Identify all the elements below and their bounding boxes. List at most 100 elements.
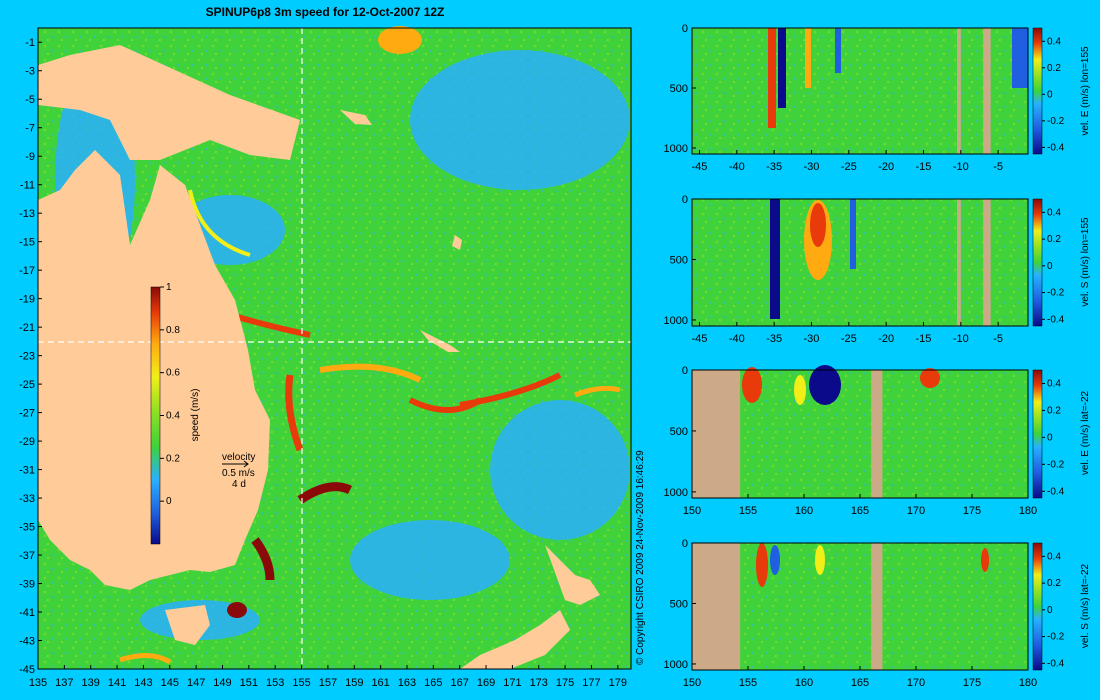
panel-colorbar-tick-label: -0.2 bbox=[1047, 288, 1065, 299]
map-y-tick-label: -39 bbox=[19, 579, 35, 591]
speed-colorbar-tick-label: 0.4 bbox=[166, 411, 180, 422]
speed-colorbar: 1 0.8 0.6 0.4 0.2 0 speed (m/s) bbox=[150, 282, 201, 545]
speed-colorbar-label: speed (m/s) bbox=[190, 389, 201, 442]
land-vanuatu bbox=[452, 235, 462, 250]
map-y-ticks: -1 -3 -5 -7 -9 -11 -13 -15 -17 -19 -21 -23 -25 -27 -29… bbox=[19, 37, 42, 676]
map-y-tick-label: -19 bbox=[19, 294, 35, 306]
map-y-tick-label: -23 bbox=[19, 351, 35, 363]
section-panel-4: 150 155 160 165 170 175 180 0 500 1000 0.4 0.2 0 -0… bbox=[664, 538, 1091, 689]
panel-1-colorbar bbox=[1032, 27, 1043, 155]
map-y-tick-label: -43 bbox=[19, 636, 35, 648]
speed-high-regions bbox=[119, 26, 621, 665]
panel-1-features bbox=[768, 28, 1028, 128]
map-x-tick-label: 179 bbox=[609, 677, 627, 689]
panel-4-x-ticks: 150 155 160 165 170 175 180 bbox=[683, 666, 1037, 689]
section-lines bbox=[38, 28, 631, 669]
land-new-guinea bbox=[38, 45, 300, 160]
panel-x-tick-label: -20 bbox=[878, 333, 894, 345]
panel-land-column bbox=[983, 199, 991, 326]
panel-1-ylabel: vel. E (m/s) lon=155 bbox=[1080, 46, 1091, 136]
map-y-tick-label: -45 bbox=[19, 664, 35, 676]
panel-colorbar-tick-label: 0.4 bbox=[1047, 551, 1061, 562]
velocity-key-arrow bbox=[222, 460, 249, 468]
panel-x-tick-label: 175 bbox=[963, 505, 981, 517]
panel-1-colorbar-ticks: 0.4 0.2 0 -0.2 -0.4 bbox=[1042, 36, 1065, 153]
land-new-zealand-south bbox=[460, 610, 570, 669]
panel-1-x-ticks: -45 -40 -35 -30 -25 -20 -15 -10 -5 bbox=[692, 150, 1003, 173]
panel-y-tick-label: 500 bbox=[670, 254, 688, 266]
panel-x-tick-label: -35 bbox=[766, 161, 782, 173]
panel-x-tick-label: -45 bbox=[692, 161, 708, 173]
panel-2-colorbar bbox=[1032, 198, 1043, 327]
speed-colorbar-tick-label: 1 bbox=[166, 282, 172, 293]
panel-colorbar-tick-label: 0.2 bbox=[1047, 234, 1061, 245]
panel-4-ylabel: vel. S (m/s) lat=-22 bbox=[1080, 563, 1091, 648]
map-y-tick-label: -25 bbox=[19, 379, 35, 391]
panel-colorbar-tick-label: 0.4 bbox=[1047, 378, 1061, 389]
map-x-tick-label: 141 bbox=[108, 677, 126, 689]
panel-x-tick-label: 155 bbox=[739, 677, 757, 689]
panel-x-tick-label: 150 bbox=[683, 677, 701, 689]
map-x-tick-label: 171 bbox=[503, 677, 521, 689]
copyright-text: © Copyright CSIRO 2009 24-Nov-2009 16:46… bbox=[635, 450, 646, 665]
panel-4-texture bbox=[692, 543, 1028, 670]
panel-4-colorbar-ticks: 0.4 0.2 0 -0.2 -0.4 bbox=[1042, 551, 1065, 669]
panel-x-tick-label: -10 bbox=[953, 161, 969, 173]
map-x-tick-label: 169 bbox=[477, 677, 495, 689]
panel-colorbar-tick-label: 0.4 bbox=[1047, 207, 1061, 218]
map-y-tick-label: -3 bbox=[25, 66, 35, 78]
panel-x-tick-label: 170 bbox=[907, 677, 925, 689]
panel-land-column bbox=[692, 543, 741, 670]
panel-3-features bbox=[742, 365, 940, 405]
panel-x-tick-label: -40 bbox=[729, 161, 745, 173]
land-tasmania bbox=[165, 605, 210, 645]
panel-colorbar-tick-label: 0.2 bbox=[1047, 63, 1061, 74]
panel-3-ylabel: vel. E (m/s) lat=-22 bbox=[1080, 390, 1091, 475]
map-y-tick-label: -29 bbox=[19, 436, 35, 448]
panel-1-texture bbox=[692, 28, 1028, 154]
map-x-ticks: 135 137 139 141 143 145 147 149 151 153 155 157 159 1… bbox=[29, 665, 627, 689]
velocity-key: velocity 0.5 m/s 4 d bbox=[222, 452, 255, 490]
panel-colorbar-tick-label: 0.4 bbox=[1047, 36, 1061, 47]
map-x-tick-label: 145 bbox=[161, 677, 179, 689]
panel-y-tick-label: 1000 bbox=[664, 143, 688, 155]
map-x-tick-label: 151 bbox=[240, 677, 258, 689]
panel-4-features bbox=[756, 543, 989, 587]
speed-colorbar-bar bbox=[150, 286, 161, 545]
panel-x-tick-label: 175 bbox=[963, 677, 981, 689]
panel-colorbar-tick-label: -0.4 bbox=[1047, 142, 1065, 153]
panel-land-column bbox=[983, 28, 991, 154]
map-y-tick-label: -9 bbox=[25, 151, 35, 163]
panel-x-tick-label: -15 bbox=[916, 161, 932, 173]
panel-3-colorbar bbox=[1032, 369, 1043, 499]
panel-x-tick-label: -25 bbox=[841, 161, 857, 173]
panel-x-tick-label: -10 bbox=[953, 333, 969, 345]
panel-2-y-ticks: 0 500 1000 bbox=[664, 194, 696, 327]
panel-colorbar-tick-label: -0.2 bbox=[1047, 459, 1065, 470]
panel-land-column bbox=[692, 370, 741, 498]
map-y-tick-label: -33 bbox=[19, 493, 35, 505]
map-x-tick-label: 137 bbox=[55, 677, 73, 689]
map-x-tick-label: 135 bbox=[29, 677, 47, 689]
map-title: SPINUP6p8 3m speed for 12-Oct-2007 12Z bbox=[206, 5, 445, 19]
panel-2-features bbox=[770, 199, 856, 319]
panel-1-land bbox=[957, 28, 991, 154]
map-y-tick-label: -21 bbox=[19, 322, 35, 334]
panel-x-tick-label: 150 bbox=[683, 505, 701, 517]
panel-4-land bbox=[692, 543, 883, 670]
map-x-tick-label: 143 bbox=[134, 677, 152, 689]
panel-colorbar-tick-label: -0.2 bbox=[1047, 632, 1065, 643]
map-y-tick-label: -37 bbox=[19, 550, 35, 562]
panel-2-land bbox=[957, 199, 991, 326]
panel-x-tick-label: 170 bbox=[907, 505, 925, 517]
map-y-tick-label: -31 bbox=[19, 465, 35, 477]
panel-x-tick-label: -30 bbox=[804, 333, 820, 345]
panel-colorbar-tick-label: 0 bbox=[1047, 432, 1053, 443]
panel-colorbar-tick-label: -0.4 bbox=[1047, 486, 1065, 497]
panel-y-tick-label: 1000 bbox=[664, 659, 688, 671]
velocity-key-speed: 0.5 m/s bbox=[222, 468, 255, 479]
section-panel-3: 150 155 160 165 170 175 180 0 500 1000 0.4 0.2 0 -0… bbox=[664, 365, 1091, 517]
